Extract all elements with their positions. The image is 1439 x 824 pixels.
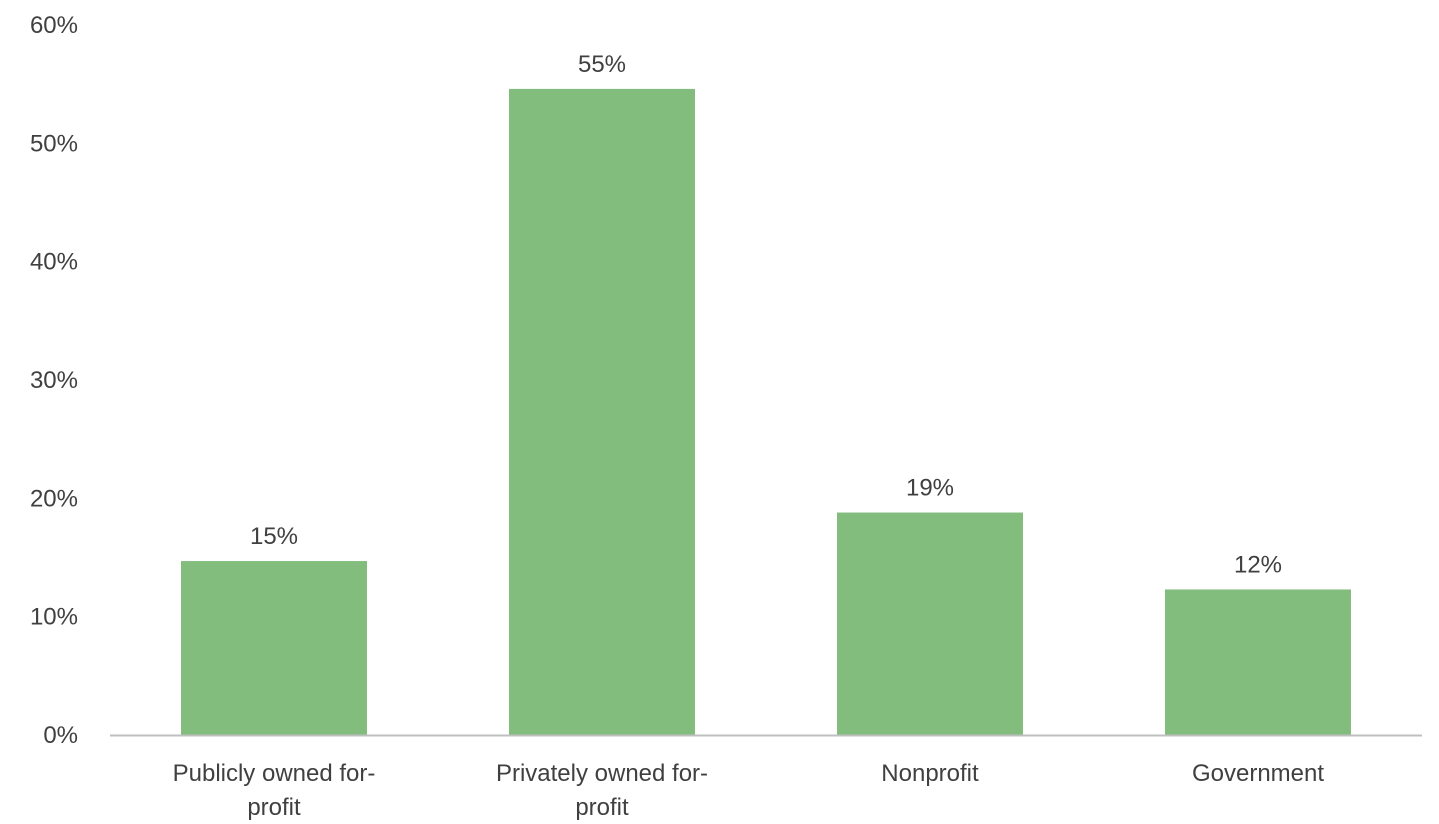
category-label: Privately owned for- [496, 760, 708, 787]
bar [181, 561, 367, 735]
y-tick-label: 40% [30, 249, 78, 276]
data-label: 15% [250, 523, 298, 550]
y-tick-label: 50% [30, 130, 78, 157]
category-label: Government [1192, 760, 1324, 787]
y-tick-label: 60% [30, 12, 78, 39]
y-tick-label: 30% [30, 367, 78, 394]
y-tick-label: 0% [43, 722, 78, 749]
category-label: Publicly owned for- [173, 760, 376, 787]
bars [181, 88, 1351, 735]
category-label: profit [575, 794, 629, 821]
category-labels: Publicly owned for-profit Privately owned… [173, 760, 1325, 821]
data-labels: 15% 55% 19% 12% [250, 51, 1282, 579]
data-label: 12% [1234, 551, 1282, 578]
category-label: profit [247, 794, 301, 821]
bar [837, 512, 1023, 735]
y-axis-tick-labels: 0% 10% 20% 30% 40% 50% 60% [30, 12, 78, 749]
y-tick-label: 20% [30, 485, 78, 512]
bar [1165, 589, 1351, 735]
y-tick-label: 10% [30, 604, 78, 631]
data-label: 19% [906, 475, 954, 502]
bar [509, 88, 695, 735]
category-label: Nonprofit [881, 760, 979, 787]
data-label: 55% [578, 51, 626, 78]
